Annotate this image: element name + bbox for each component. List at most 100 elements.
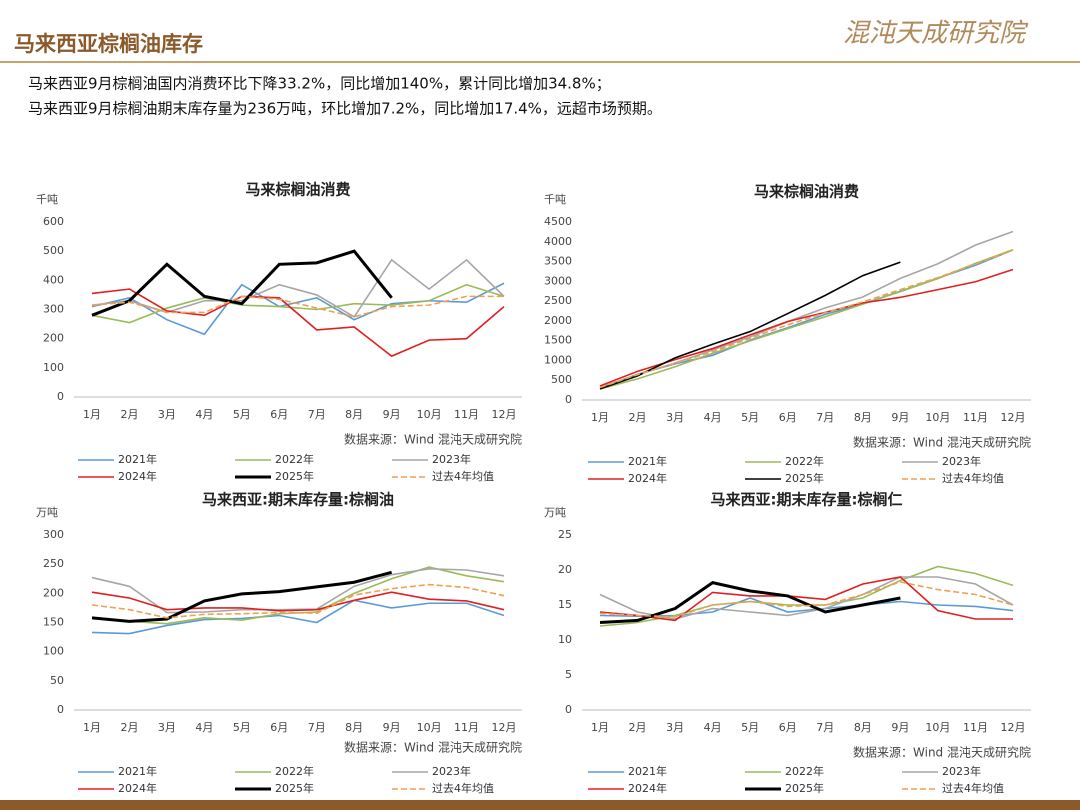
y-axis-label: 千吨 bbox=[36, 193, 58, 206]
y-tick-label: 0 bbox=[565, 703, 572, 716]
x-tick-label: 8月 bbox=[345, 721, 363, 734]
y-tick-label: 3500 bbox=[544, 255, 572, 268]
series-line bbox=[599, 249, 1014, 389]
y-tick-label: 25 bbox=[558, 528, 572, 541]
x-tick-label: 6月 bbox=[270, 408, 288, 421]
series-line bbox=[599, 581, 1014, 618]
series-line bbox=[91, 282, 505, 336]
legend-label: 2025年 bbox=[275, 781, 314, 795]
source-note: 数据来源：Wind 混沌天成研究院 bbox=[344, 740, 522, 755]
series-line bbox=[91, 599, 505, 635]
y-tick-label: 4000 bbox=[544, 235, 572, 248]
x-tick-label: 12月 bbox=[492, 408, 517, 421]
x-tick-label: 3月 bbox=[666, 721, 684, 734]
x-tick-label: 11月 bbox=[454, 408, 479, 421]
y-tick-label: 3000 bbox=[544, 274, 572, 287]
y-tick-label: 4500 bbox=[544, 215, 572, 228]
legend-label: 2021年 bbox=[118, 764, 157, 778]
source-note: 数据来源：Wind 混沌天成研究院 bbox=[853, 745, 1031, 760]
legend-label: 2025年 bbox=[785, 781, 824, 795]
y-tick-label: 20 bbox=[558, 563, 572, 576]
x-tick-label: 4月 bbox=[195, 408, 213, 421]
x-tick-label: 9月 bbox=[891, 411, 909, 424]
legend-label: 2022年 bbox=[785, 454, 824, 468]
y-tick-label: 50 bbox=[50, 674, 64, 687]
y-tick-label: 100 bbox=[43, 361, 64, 374]
y-tick-label: 400 bbox=[43, 273, 64, 286]
y-tick-label: 100 bbox=[43, 645, 64, 658]
x-tick-label: 8月 bbox=[854, 411, 872, 424]
summary-line: 马来西亚9月棕榈油国内消费环比下降33.2%，同比增加140%，累计同比增加34… bbox=[28, 75, 611, 93]
x-tick-label: 11月 bbox=[963, 411, 988, 424]
x-tick-label: 6月 bbox=[270, 721, 288, 734]
legend-label: 2024年 bbox=[118, 781, 157, 795]
source-note: 数据来源：Wind 混沌天成研究院 bbox=[853, 435, 1031, 450]
chart-title: 马来棕榈油消费 bbox=[245, 181, 350, 199]
legend-label: 2022年 bbox=[785, 764, 824, 778]
x-tick-label: 5月 bbox=[233, 721, 251, 734]
x-tick-label: 7月 bbox=[308, 408, 326, 421]
y-tick-label: 500 bbox=[551, 373, 572, 386]
y-tick-label: 200 bbox=[43, 332, 64, 345]
y-tick-label: 300 bbox=[43, 528, 64, 541]
y-tick-label: 2000 bbox=[544, 314, 572, 327]
y-tick-label: 0 bbox=[57, 390, 64, 403]
x-tick-label: 2月 bbox=[120, 408, 138, 421]
x-tick-label: 10月 bbox=[925, 721, 950, 734]
x-tick-label: 2月 bbox=[120, 721, 138, 734]
x-tick-label: 9月 bbox=[383, 408, 401, 421]
series-line bbox=[599, 597, 1014, 618]
x-tick-label: 12月 bbox=[1001, 721, 1026, 734]
x-tick-label: 7月 bbox=[816, 411, 834, 424]
y-tick-label: 150 bbox=[43, 616, 64, 629]
y-tick-label: 500 bbox=[43, 244, 64, 257]
x-tick-label: 3月 bbox=[158, 408, 176, 421]
series-line bbox=[91, 288, 505, 358]
y-tick-label: 1000 bbox=[544, 353, 572, 366]
x-tick-label: 5月 bbox=[741, 721, 759, 734]
x-tick-label: 3月 bbox=[666, 411, 684, 424]
y-tick-label: 300 bbox=[43, 303, 64, 316]
x-tick-label: 8月 bbox=[345, 408, 363, 421]
legend-label: 2024年 bbox=[628, 471, 667, 485]
chart-title: 马来西亚:期末库存量:棕榈仁 bbox=[711, 491, 903, 509]
x-tick-label: 10月 bbox=[417, 721, 442, 734]
y-tick-label: 250 bbox=[43, 557, 64, 570]
x-tick-label: 8月 bbox=[854, 721, 872, 734]
legend-label: 2021年 bbox=[628, 454, 667, 468]
series-line bbox=[91, 566, 505, 625]
legend-label: 2023年 bbox=[942, 764, 981, 778]
x-tick-label: 4月 bbox=[704, 721, 722, 734]
x-tick-label: 11月 bbox=[454, 721, 479, 734]
legend-label: 过去4年均值 bbox=[432, 469, 494, 483]
legend-label: 2023年 bbox=[942, 454, 981, 468]
y-tick-label: 1500 bbox=[544, 334, 572, 347]
series-line bbox=[599, 576, 1014, 620]
x-tick-label: 12月 bbox=[1001, 411, 1026, 424]
legend-label: 2021年 bbox=[118, 452, 157, 466]
series-line bbox=[599, 576, 1013, 622]
logo: 混沌天成研究院 bbox=[843, 19, 1029, 49]
chart-title: 马来西亚:期末库存量:棕榈油 bbox=[202, 491, 394, 509]
series-line bbox=[91, 591, 505, 612]
x-tick-label: 7月 bbox=[816, 721, 834, 734]
x-tick-label: 10月 bbox=[925, 411, 950, 424]
y-axis-label: 万吨 bbox=[544, 506, 566, 519]
legend-label: 2021年 bbox=[628, 764, 667, 778]
y-tick-label: 0 bbox=[57, 703, 64, 716]
x-tick-label: 4月 bbox=[704, 411, 722, 424]
x-tick-label: 10月 bbox=[417, 408, 442, 421]
x-tick-label: 6月 bbox=[779, 721, 797, 734]
legend-label: 2023年 bbox=[432, 764, 471, 778]
legend-label: 2022年 bbox=[275, 764, 314, 778]
legend-label: 2022年 bbox=[275, 452, 314, 466]
x-tick-label: 9月 bbox=[891, 721, 909, 734]
x-tick-label: 6月 bbox=[779, 411, 797, 424]
series-line bbox=[599, 268, 1014, 387]
legend-label: 2023年 bbox=[432, 452, 471, 466]
legend-label: 2025年 bbox=[785, 471, 824, 485]
x-tick-label: 2月 bbox=[629, 411, 647, 424]
series-line bbox=[91, 295, 504, 318]
y-tick-label: 2500 bbox=[544, 294, 572, 307]
